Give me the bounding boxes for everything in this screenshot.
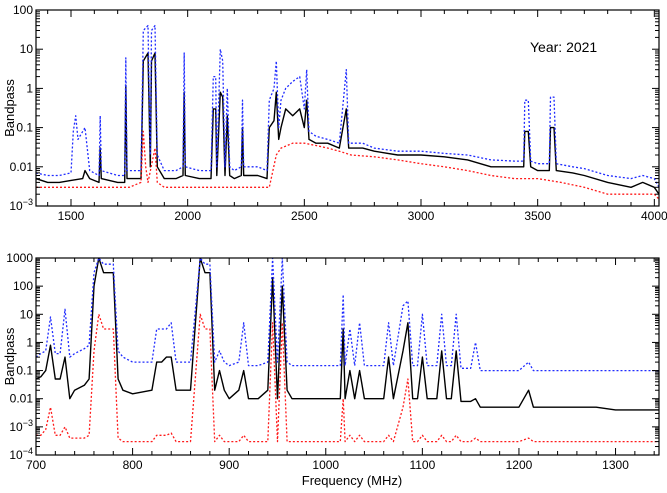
tick-label: 2500: [291, 209, 318, 223]
tick-label: 1500: [58, 209, 85, 223]
tick-label: 2000: [174, 209, 201, 223]
tick-label: 1: [26, 81, 33, 95]
top-panel: 1500 2000 2500 3000 3500 4000 10−3 0.01 0.1 1 10 10…: [2, 3, 667, 223]
x-axis-label: Frequency (MHz): [302, 473, 402, 488]
tick-label: 10−3: [9, 418, 33, 434]
tick-label: 3000: [408, 209, 435, 223]
tick-label: 0.1: [16, 121, 33, 135]
series-line-blue: [36, 24, 659, 188]
tick-label: 0.01: [10, 160, 34, 174]
tick-label: 10: [20, 307, 34, 321]
tick-label: 10−3: [9, 197, 33, 213]
tick-label: 4000: [641, 209, 667, 223]
series-line-blue: [36, 258, 659, 372]
y-axis-label: Bandpass: [2, 79, 17, 137]
tick-label: 1100: [409, 458, 435, 472]
series-line-black: [36, 52, 659, 195]
plot-frame: [35, 257, 660, 456]
tick-label: 100: [13, 3, 33, 17]
tick-label: 900: [219, 458, 239, 472]
series-group: [36, 258, 659, 443]
tick-label: 1200: [506, 458, 533, 472]
series-line-black: [36, 258, 659, 411]
year-annotation: Year: 2021: [530, 39, 597, 55]
tick-label: 800: [123, 458, 143, 472]
tick-label: 3500: [524, 209, 551, 223]
bottom-panel: 700 800 900 1000 1100 1200 130010−410−30.010.1…: [2, 251, 660, 472]
plot-frame: [35, 9, 660, 207]
tick-label: 0.01: [10, 392, 34, 406]
tick-label: 1: [26, 335, 33, 349]
tick-label: 700: [26, 458, 46, 472]
y-axis-label: Bandpass: [2, 327, 17, 385]
tick-label: 10: [20, 42, 34, 56]
series-line-red: [36, 313, 659, 443]
tick-label: 100: [13, 279, 33, 293]
tick-label: 0.1: [16, 364, 33, 378]
series-group: [36, 24, 659, 200]
tick-label: 1000: [312, 458, 339, 472]
series-line-red: [36, 130, 659, 200]
tick-label: 1000: [6, 251, 33, 265]
tick-label: 1300: [602, 458, 629, 472]
